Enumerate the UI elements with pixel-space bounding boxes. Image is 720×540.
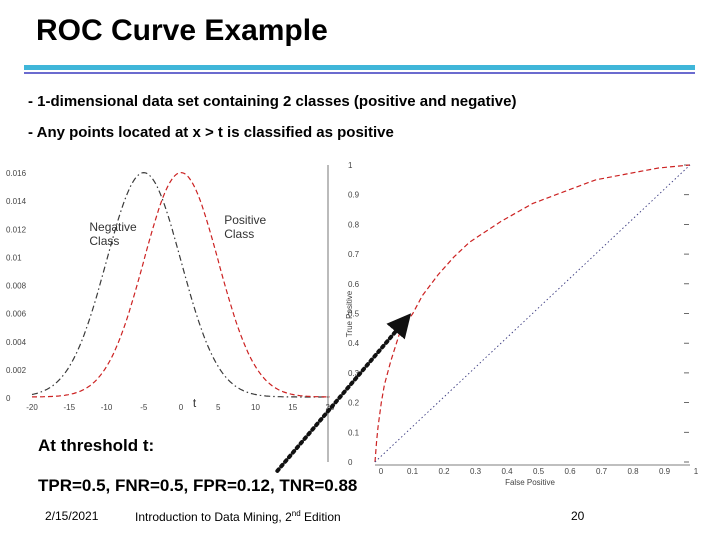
y-tick-label-roc: 0.9 (348, 191, 360, 200)
y-tick-label-roc: 0.2 (348, 399, 360, 408)
y-tick-label-left: 0.002 (6, 366, 27, 375)
y-tick-label-roc: 0.8 (348, 220, 360, 229)
footer-source: Introduction to Data Mining, 2nd Edition (135, 509, 341, 524)
y-tick-label-roc: 1 (348, 161, 353, 170)
y-tick-label-left: 0.008 (6, 282, 27, 291)
footer-source-suffix: Edition (300, 510, 341, 524)
threshold-arrow (275, 313, 412, 473)
x-tick-label-roc: 0.5 (533, 467, 545, 476)
title-rule-blue (24, 72, 695, 74)
x-tick-label-left: -15 (63, 403, 75, 412)
bullet-2: - Any points located at x > t is classif… (28, 124, 394, 141)
y-tick-label-roc: 0.4 (348, 339, 360, 348)
footer-date: 2/15/2021 (45, 509, 99, 523)
x-tick-label-roc: 0.9 (659, 467, 671, 476)
annotation-t: t (193, 396, 197, 410)
rates-text: TPR=0.5, FNR=0.5, FPR=0.12, TNR=0.88 (38, 476, 358, 495)
x-tick-label-roc: 0.6 (564, 467, 576, 476)
bullet-1: - 1-dimensional data set containing 2 cl… (28, 93, 517, 110)
x-tick-label-left: -10 (101, 403, 113, 412)
y-tick-label-left: 0.004 (6, 338, 27, 347)
annotation-positive: Positive (224, 213, 266, 227)
x-tick-label-roc: 1 (694, 467, 699, 476)
roc-y-axis-label: True Positive (345, 290, 354, 337)
x-tick-label-roc: 0.2 (438, 467, 450, 476)
x-tick-label-roc: 0 (379, 467, 384, 476)
annotation-negative: Class (89, 234, 119, 248)
x-tick-label-roc: 0.8 (627, 467, 639, 476)
y-tick-label-left: 0.012 (6, 225, 27, 234)
y-tick-label-roc: 0.5 (348, 310, 360, 319)
title-rule-cyan (24, 65, 695, 70)
x-tick-label-left: 5 (216, 403, 221, 412)
x-tick-label-roc: 0.3 (470, 467, 482, 476)
x-tick-label-left: -20 (26, 403, 38, 412)
x-tick-label-left: 15 (288, 403, 297, 412)
y-tick-label-roc: 0.3 (348, 369, 360, 378)
footer-source-sup: nd (291, 509, 301, 518)
threshold-label: At threshold t: (38, 436, 155, 455)
y-tick-label-roc: 0.6 (348, 280, 360, 289)
footer-page-number: 20 (571, 509, 585, 523)
y-tick-label-left: 0.006 (6, 310, 27, 319)
footer-source-prefix: Introduction to Data Mining, 2 (135, 510, 292, 524)
annotation-negative: Negative (89, 220, 137, 234)
roc-diagonal (374, 164, 691, 463)
x-tick-label-left: 0 (179, 403, 184, 412)
positive-class-curve (32, 171, 330, 398)
x-tick-label-left: 10 (251, 403, 260, 412)
negative-class-curve (31, 171, 330, 398)
roc-curve (374, 164, 691, 463)
y-tick-label-left: 0.016 (6, 169, 27, 178)
y-tick-label-left: 0.01 (6, 253, 22, 262)
y-tick-label-roc: 0 (348, 458, 353, 467)
x-tick-label-left: -5 (140, 403, 148, 412)
y-tick-label-roc: 0.1 (348, 428, 360, 437)
y-tick-label-left: 0.014 (6, 197, 27, 206)
x-tick-label-roc: 0.4 (501, 467, 513, 476)
y-tick-label-roc: 0.7 (348, 250, 360, 259)
annotation-positive: Class (224, 227, 254, 241)
x-tick-label-roc: 0.7 (596, 467, 608, 476)
x-tick-label-roc: 0.1 (407, 467, 419, 476)
slide-title: ROC Curve Example (36, 14, 328, 47)
y-tick-label-left: 0 (6, 394, 11, 403)
roc-x-axis-label: False Positive (505, 478, 555, 487)
